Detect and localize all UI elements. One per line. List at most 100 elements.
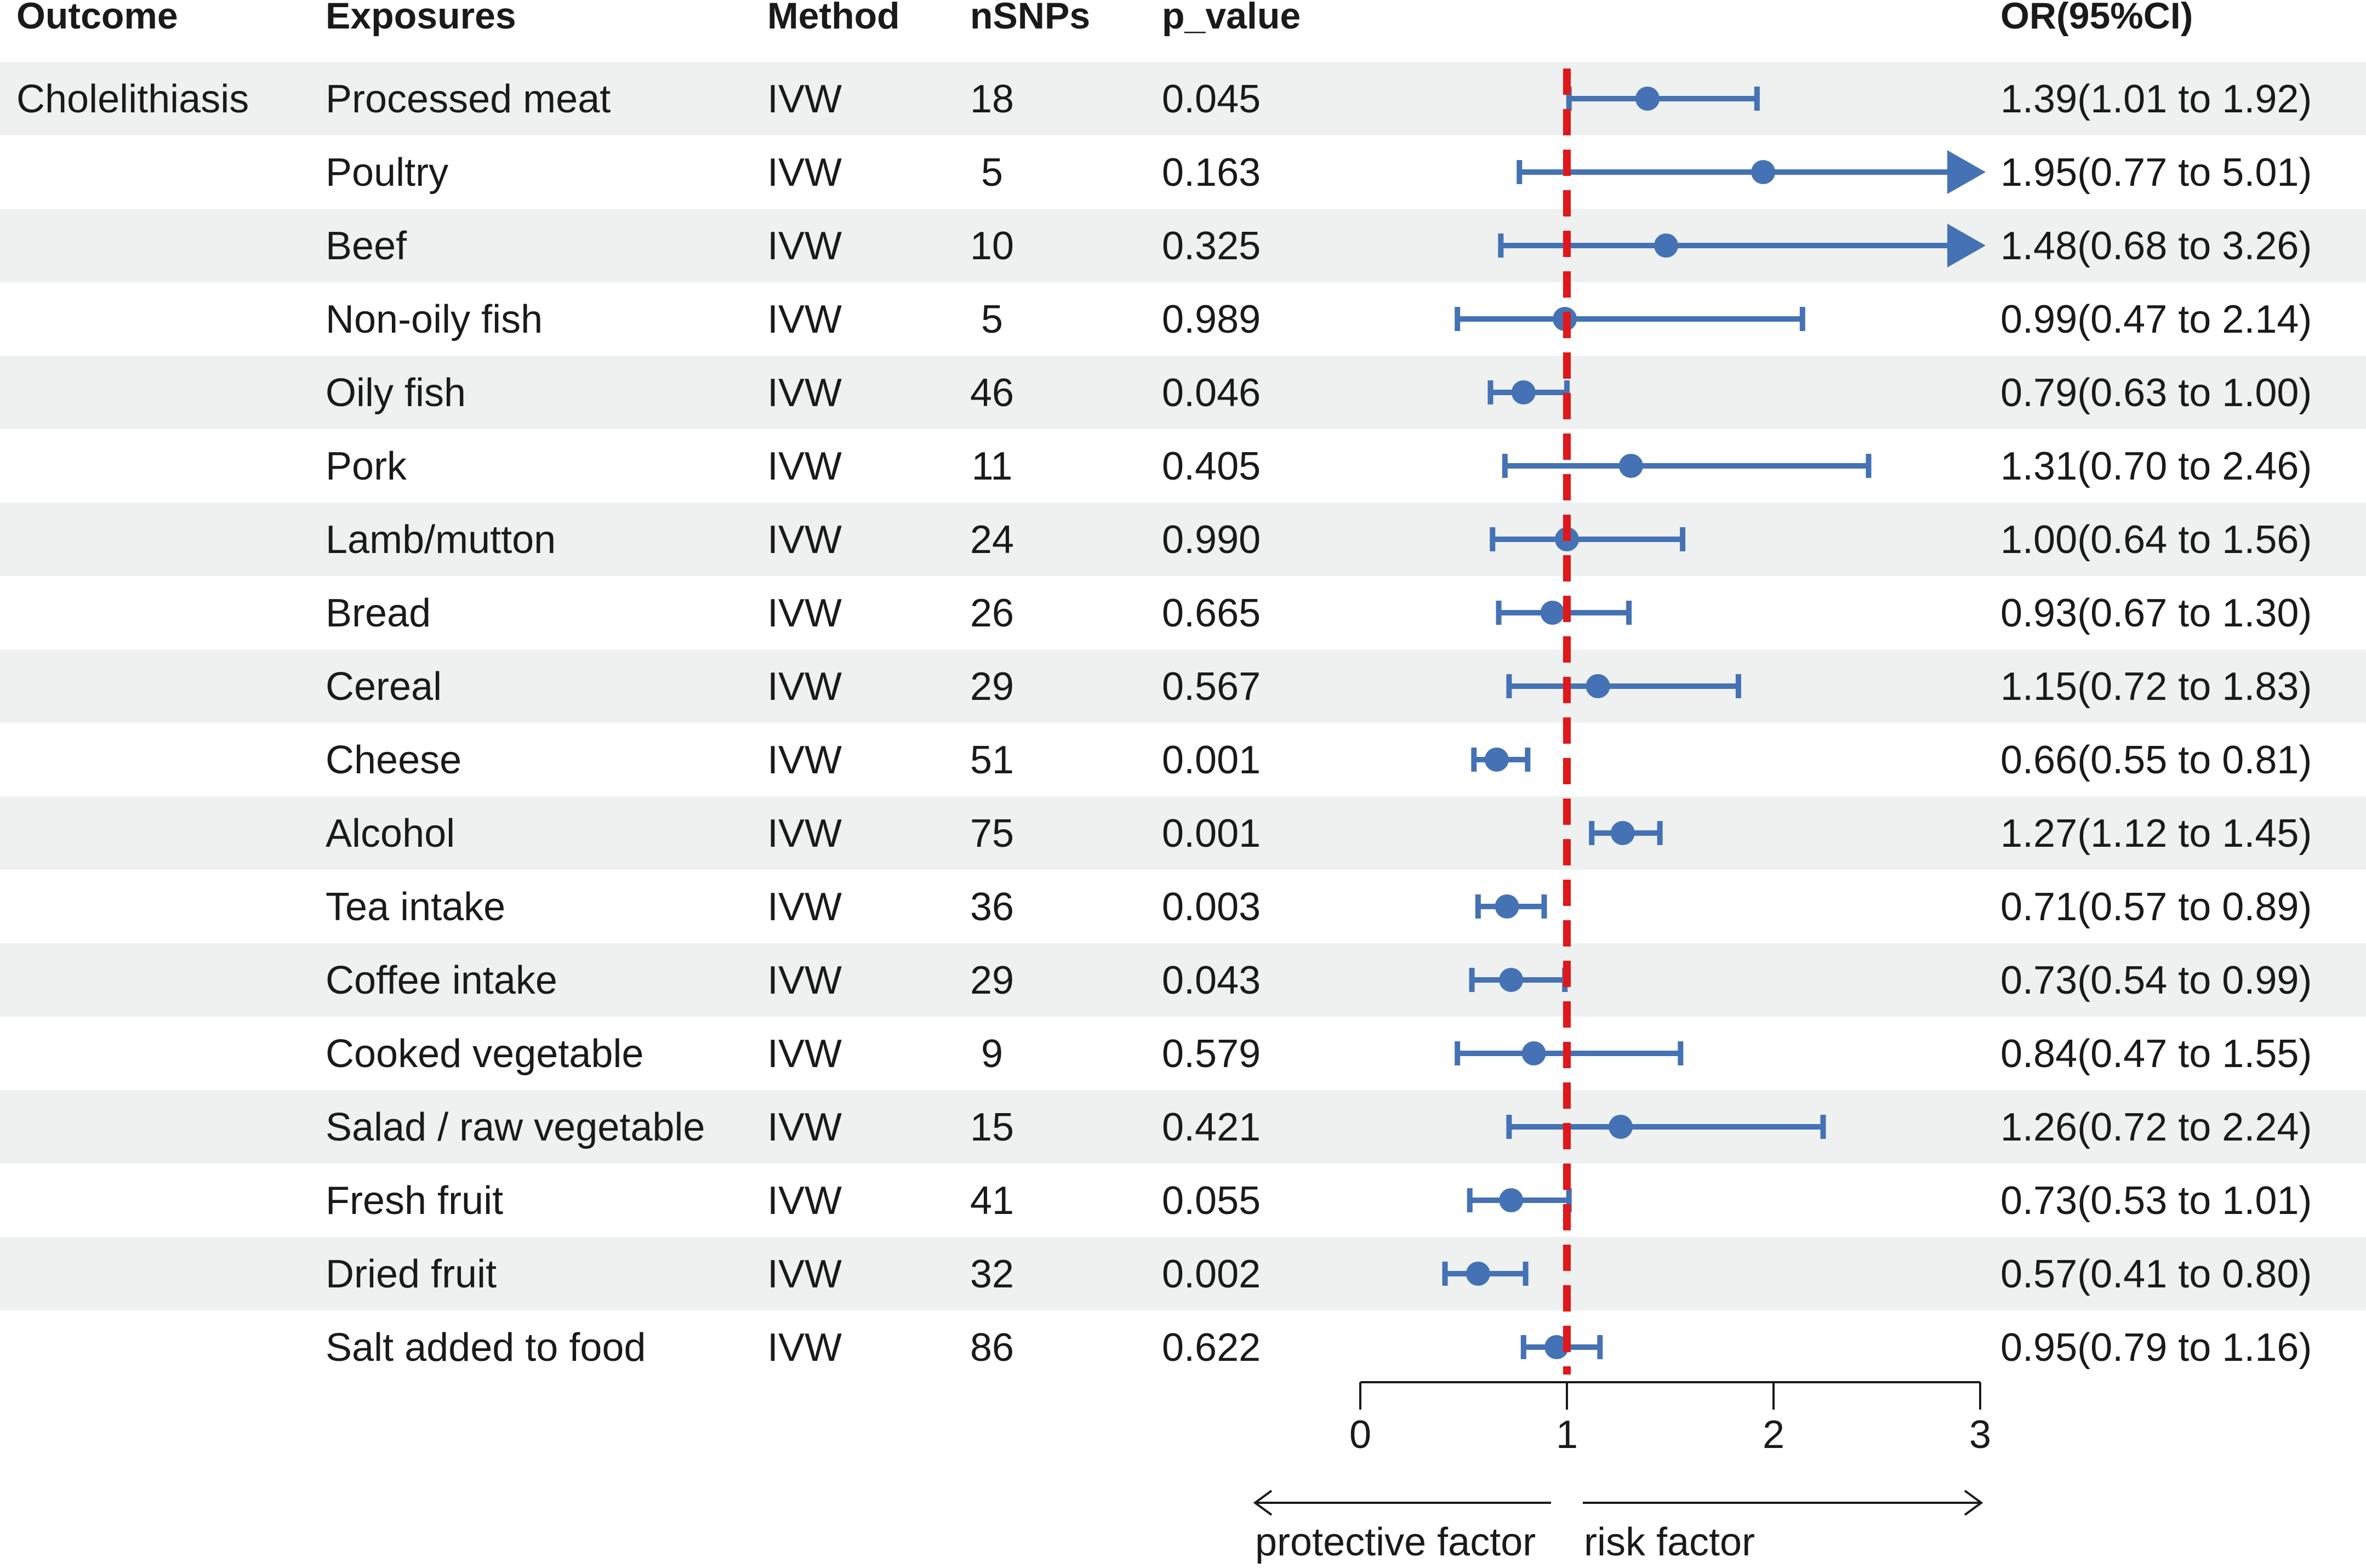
method-value: IVW	[767, 959, 842, 1002]
x-tick-label: 1	[1556, 1413, 1578, 1457]
or-ci-value: 0.99(0.47 to 2.14)	[2000, 298, 2312, 341]
method-value: IVW	[767, 885, 842, 929]
header-exposures: Exposures	[326, 0, 516, 37]
plot-marks	[1442, 69, 1986, 1375]
or-ci-value: 1.31(0.70 to 2.46)	[2000, 444, 2312, 488]
method-value: IVW	[767, 77, 842, 121]
exposure-label: Cheese	[326, 738, 461, 782]
row-stripe	[0, 503, 2366, 576]
table-row: Coffee intake IVW 29 0.043 0.73(0.54 to 0.99…	[326, 959, 2312, 1002]
or-ci-value: 1.39(1.01 to 1.92)	[2000, 77, 2312, 121]
exposure-label: Lamb/mutton	[326, 518, 556, 562]
nsnps-value: 11	[972, 444, 1013, 488]
exposure-label: Processed meat	[326, 77, 611, 121]
or-point	[1610, 821, 1635, 845]
or-point	[1511, 380, 1536, 404]
row-stripes	[0, 62, 2366, 1310]
nsnps-value: 29	[970, 959, 1014, 1002]
table-row: Processed meat IVW 18 0.045 1.39(1.01 to 1.9…	[326, 77, 2312, 121]
nsnps-value: 86	[970, 1326, 1014, 1370]
or-ci-value: 1.48(0.68 to 3.26)	[2000, 224, 2312, 268]
p-value: 0.001	[1162, 738, 1261, 782]
row-stripe	[0, 943, 2366, 1017]
header-method: Method	[767, 0, 900, 37]
method-value: IVW	[767, 738, 842, 782]
table-row: Poultry IVW 5 0.163 1.95(0.77 to 5.01)	[326, 151, 2312, 195]
or-ci-value: 0.66(0.55 to 0.81)	[2000, 738, 2312, 782]
header-nsnps: nSNPs	[970, 0, 1090, 37]
p-value: 0.001	[1162, 812, 1261, 856]
row-stripe	[0, 356, 2366, 429]
table-row: Fresh fruit IVW 41 0.055 0.73(0.53 to 1.01)	[326, 1179, 2312, 1223]
nsnps-value: 26	[970, 591, 1014, 635]
row-stripe	[0, 1237, 2366, 1310]
table-row: Non-oily fish IVW 5 0.989 0.99(0.47 to 2.14)	[326, 298, 2312, 341]
row-stripe	[0, 796, 2366, 870]
exposure-label: Alcohol	[326, 812, 455, 856]
nsnps-value: 5	[981, 151, 1003, 195]
or-point	[1499, 1188, 1524, 1212]
or-point	[1540, 601, 1565, 625]
or-point	[1544, 1335, 1569, 1359]
header-or-ci: OR(95%CI)	[2000, 0, 2193, 37]
nsnps-value: 29	[970, 665, 1014, 709]
or-point	[1618, 454, 1643, 478]
row-stripe	[0, 649, 2366, 723]
row-stripe	[0, 62, 2366, 135]
or-point	[1495, 894, 1519, 919]
method-value: IVW	[767, 1105, 842, 1149]
exposure-label: Salad / raw vegetable	[326, 1105, 705, 1149]
table-row: Dried fruit IVW 32 0.002 0.57(0.41 to 0.80)	[326, 1252, 2312, 1296]
or-ci-value: 1.15(0.72 to 1.83)	[2000, 665, 2312, 709]
or-ci-value: 0.84(0.47 to 1.55)	[2000, 1032, 2312, 1076]
exposure-label: Cereal	[326, 665, 442, 709]
risk-arrowhead	[1964, 1490, 1983, 1516]
exposure-label: Dried fruit	[326, 1252, 497, 1296]
nsnps-value: 24	[970, 518, 1014, 562]
table-row: Alcohol IVW 75 0.001 1.27(1.12 to 1.45)	[326, 812, 2312, 856]
table-row: Lamb/mutton IVW 24 0.990 1.00(0.64 to 1.56)	[326, 518, 2312, 562]
or-ci-value: 0.93(0.67 to 1.30)	[2000, 591, 2312, 635]
method-value: IVW	[767, 812, 842, 856]
method-value: IVW	[767, 1326, 842, 1370]
p-value: 0.043	[1162, 959, 1261, 1002]
nsnps-value: 9	[981, 1032, 1003, 1076]
nsnps-value: 36	[970, 885, 1014, 929]
protective-factor-label: protective factor	[1255, 1520, 1536, 1564]
exposure-label: Salt added to food	[326, 1326, 646, 1370]
exposure-label: Oily fish	[326, 371, 466, 415]
table-row: Tea intake IVW 36 0.003 0.71(0.57 to 0.89)	[326, 885, 2312, 929]
nsnps-value: 5	[981, 298, 1003, 341]
exposure-label: Bread	[326, 591, 431, 635]
or-point	[1635, 87, 1660, 111]
p-value: 0.622	[1162, 1326, 1261, 1370]
exposure-label: Tea intake	[326, 885, 505, 929]
table-row: Cheese IVW 51 0.001 0.66(0.55 to 0.81)	[326, 738, 2312, 782]
table-row: Beef IVW 10 0.325 1.48(0.68 to 3.26)	[326, 224, 2312, 268]
method-value: IVW	[767, 591, 842, 635]
row-stripe	[0, 1090, 2366, 1164]
p-value: 0.045	[1162, 77, 1261, 121]
table-row: Oily fish IVW 46 0.046 0.79(0.63 to 1.00)	[326, 371, 2312, 415]
p-value: 0.665	[1162, 591, 1261, 635]
method-value: IVW	[767, 224, 842, 268]
header-outcome: Outcome	[16, 0, 178, 37]
table-row: Salt added to food IVW 86 0.622 0.95(0.79 to…	[326, 1326, 2312, 1370]
exposure-label: Cooked vegetable	[326, 1032, 643, 1076]
or-ci-value: 0.73(0.53 to 1.01)	[2000, 1179, 2312, 1223]
risk-factor-label: risk factor	[1584, 1520, 1755, 1564]
nsnps-value: 10	[970, 224, 1014, 268]
or-point	[1751, 160, 1776, 184]
exposure-label: Fresh fruit	[326, 1179, 503, 1223]
x-axis: 0 1 2 3	[1349, 1381, 1991, 1457]
or-ci-value: 0.71(0.57 to 0.89)	[2000, 885, 2312, 929]
table-row: Salad / raw vegetable IVW 15 0.421 1.26(0.72…	[326, 1105, 2312, 1149]
header-row: Outcome Exposures Method nSNPs p_value O…	[16, 0, 2193, 37]
or-ci-value: 1.27(1.12 to 1.45)	[2000, 812, 2312, 856]
or-point	[1466, 1262, 1490, 1286]
or-ci-value: 0.79(0.63 to 1.00)	[2000, 371, 2312, 415]
or-ci-value: 0.73(0.54 to 0.99)	[2000, 959, 2312, 1002]
outcome-label: Cholelithiasis	[16, 77, 249, 121]
p-value: 0.046	[1162, 371, 1261, 415]
